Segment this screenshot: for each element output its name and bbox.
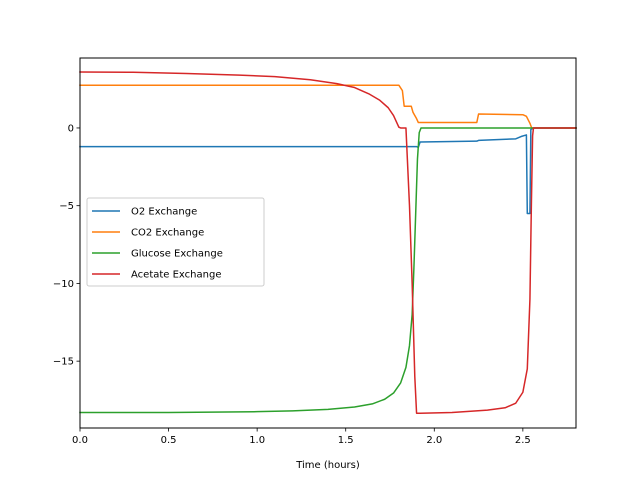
x-axis-label: Time (hours) xyxy=(295,460,360,471)
x-tick-label: 2.5 xyxy=(515,435,531,446)
x-tick-label: 1.5 xyxy=(338,435,354,446)
legend: O2 Exchange CO2 Exchange Glucose Exchange A… xyxy=(86,197,265,287)
legend-label: O2 Exchange xyxy=(131,207,197,218)
legend-label: Acetate Exchange xyxy=(131,270,221,281)
x-tick-label: 0.0 xyxy=(72,435,88,446)
legend-label: CO2 Exchange xyxy=(131,228,204,239)
x-tick-label: 2.0 xyxy=(426,435,442,446)
series-line-2 xyxy=(79,127,577,414)
series-layer xyxy=(79,71,577,414)
series-line-3 xyxy=(79,71,577,414)
plot-area-frame xyxy=(79,57,577,429)
x-axis: 0.0 0.5 1.0 1.5 2.0 2.5 xyxy=(72,428,531,446)
y-tick-label: 0 xyxy=(68,123,74,134)
series-line-1 xyxy=(79,84,577,129)
legend-label: Glucose Exchange xyxy=(131,249,223,260)
x-tick-label: 0.5 xyxy=(161,435,177,446)
x-tick-label: 1.0 xyxy=(249,435,265,446)
legend-box xyxy=(86,197,265,287)
y-axis: 0 −5 −10 −15 xyxy=(53,123,80,368)
y-tick-label: −15 xyxy=(53,357,74,368)
y-tick-label: −5 xyxy=(59,201,74,212)
y-tick-label: −10 xyxy=(53,279,74,290)
